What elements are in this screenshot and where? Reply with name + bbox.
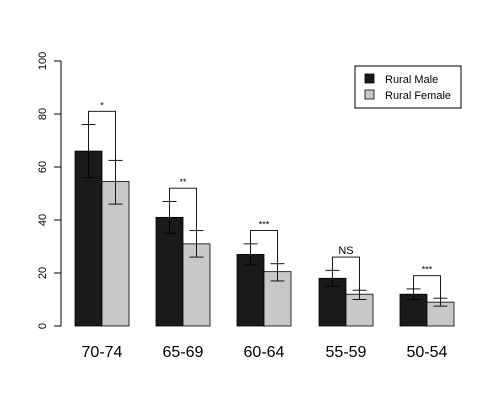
- significance-bracket: [332, 256, 360, 291]
- y-tick-label: 80: [37, 108, 49, 120]
- legend-label-rural-male: Rural Male: [385, 74, 438, 86]
- legend-swatch-rural-male: [364, 73, 375, 84]
- x-category-label: 50-54: [407, 344, 448, 361]
- bar-rural-female-60-64: [263, 271, 292, 327]
- category-labels: 70-74 65-69 60-64 55-59 50-54: [82, 344, 448, 361]
- y-tick-label: 60: [37, 161, 49, 173]
- significance-label: **: [179, 177, 187, 187]
- x-category-label: 70-74: [82, 344, 123, 361]
- significance-label: NS: [338, 245, 353, 257]
- bar-rural-female-70-74: [101, 181, 130, 327]
- significance-label: ***: [259, 220, 270, 230]
- significance-label: ***: [422, 265, 433, 275]
- x-category-label: 65-69: [163, 344, 204, 361]
- significance-bracket: [169, 187, 197, 231]
- legend-swatch-rural-female: [364, 89, 375, 100]
- legend-box: [354, 65, 462, 109]
- legend-label-rural-female: Rural Female: [385, 90, 451, 102]
- bars-group: [74, 150, 455, 327]
- x-category-label: 55-59: [326, 344, 367, 361]
- legend: Rural Male Rural Female: [354, 65, 462, 109]
- significance-bracket: [413, 275, 441, 299]
- significance-label: *: [100, 100, 104, 110]
- y-tick-label: 100: [37, 52, 49, 70]
- y-axis: 0 20 40 60 80 100: [37, 52, 62, 329]
- significance-bracket: [250, 230, 278, 264]
- bar-rural-male-60-64: [236, 254, 265, 327]
- y-tick-label: 40: [37, 214, 49, 226]
- significance-group: ******NS***: [88, 100, 441, 299]
- significance-bracket: [88, 110, 116, 161]
- x-category-label: 60-64: [244, 344, 285, 361]
- y-tick-label: 20: [37, 267, 49, 279]
- bar-rural-male-65-69: [155, 216, 184, 327]
- bar-rural-female-65-69: [182, 243, 211, 327]
- y-tick-label: 0: [37, 323, 49, 329]
- bar-rural-male-70-74: [74, 150, 103, 327]
